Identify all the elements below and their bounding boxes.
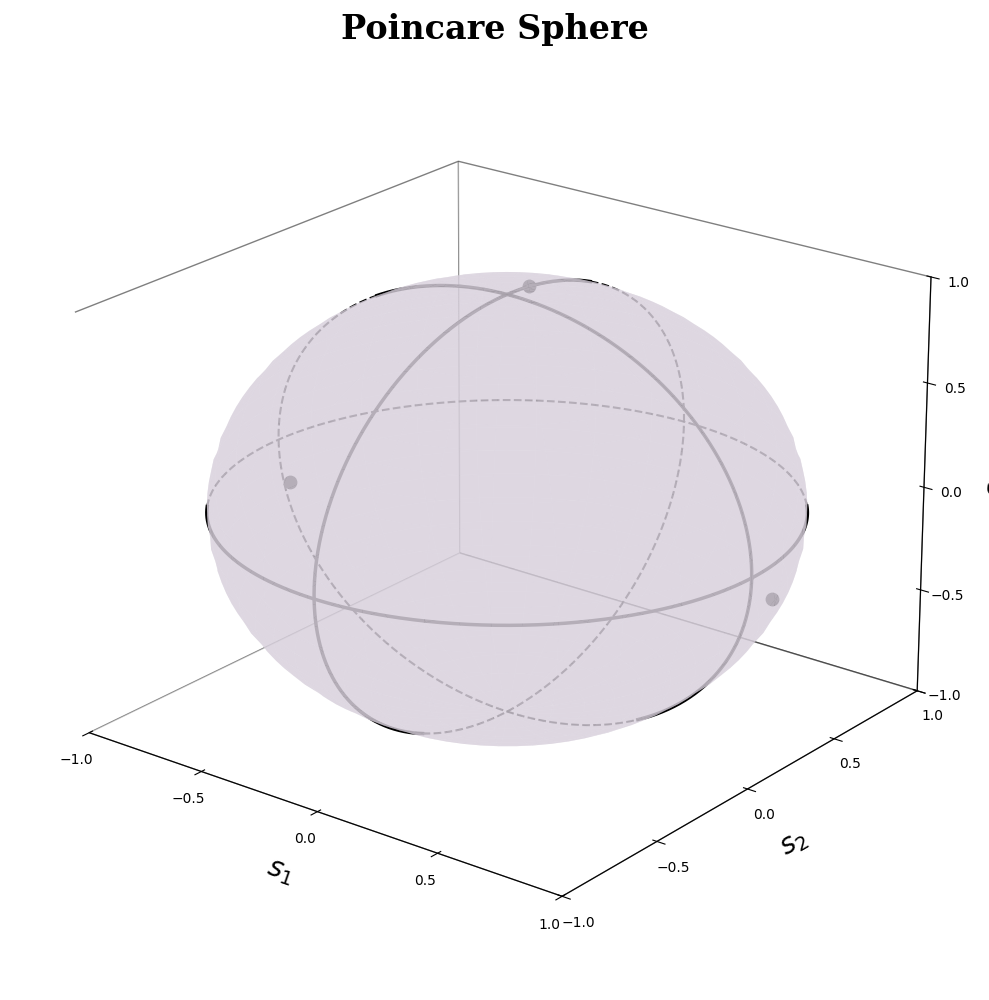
- X-axis label: $\mathit{s}_1$: $\mathit{s}_1$: [263, 854, 298, 889]
- Title: Poincare Sphere: Poincare Sphere: [340, 13, 649, 46]
- Y-axis label: $\mathit{s}_2$: $\mathit{s}_2$: [775, 825, 813, 862]
